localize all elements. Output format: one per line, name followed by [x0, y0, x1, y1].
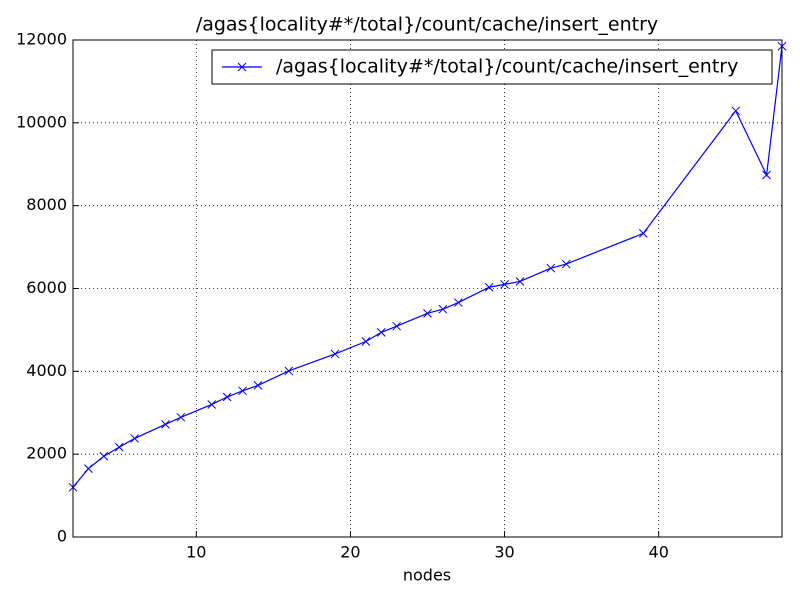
- y-tick-label: 8000: [26, 195, 67, 214]
- plot-frame: [72, 39, 783, 538]
- data-point: [284, 366, 294, 376]
- data-point: [238, 386, 247, 396]
- data-point: [207, 400, 217, 409]
- data-point: [84, 464, 93, 474]
- data-point: [515, 277, 525, 286]
- data-point: [176, 412, 186, 422]
- data-point: [500, 280, 509, 289]
- data-point: [361, 337, 371, 346]
- legend-marker: [237, 62, 247, 72]
- data-point: [114, 442, 124, 452]
- data-line: [72, 46, 783, 488]
- x-tick-label: 10: [186, 543, 206, 562]
- data-point: [376, 328, 386, 337]
- y-tick-label: 4000: [26, 361, 67, 380]
- data-point: [546, 263, 556, 273]
- x-tick-label: 40: [649, 543, 669, 562]
- chart-title: /agas{locality#*/total}/count/cache/inse…: [196, 14, 658, 36]
- y-tick-label: 2000: [26, 444, 67, 463]
- data-point: [392, 321, 402, 331]
- data-point: [762, 170, 771, 180]
- x-tick-label: 20: [340, 543, 360, 562]
- data-point: [222, 392, 232, 402]
- data-point: [423, 308, 432, 318]
- data-point: [453, 298, 463, 307]
- data-point: [438, 304, 448, 314]
- data-point: [638, 229, 648, 238]
- y-tick-label: 12000: [16, 30, 67, 49]
- data-point: [330, 349, 340, 359]
- x-axis-label: nodes: [403, 566, 451, 585]
- x-tick-label: 30: [494, 543, 514, 562]
- y-tick-label: 10000: [16, 112, 67, 131]
- data-point: [99, 451, 109, 461]
- y-tick-label: 0: [57, 527, 67, 546]
- data-point: [253, 381, 263, 390]
- legend-box: [211, 49, 773, 85]
- data-point: [161, 419, 170, 429]
- data-point: [561, 259, 571, 269]
- legend-label: /agas{locality#*/total}/count/cache/inse…: [276, 56, 738, 78]
- data-point: [731, 106, 741, 116]
- data-point: [484, 282, 494, 292]
- y-tick-label: 6000: [26, 278, 67, 297]
- data-point: [130, 434, 140, 443]
